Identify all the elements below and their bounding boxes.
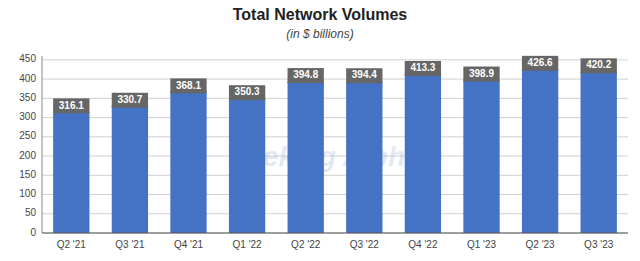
x-tick-label: Q3 '21	[115, 239, 145, 250]
data-label-box	[288, 68, 324, 83]
x-tick-label: Q2 '23	[526, 239, 556, 250]
data-label-box	[170, 78, 206, 93]
chart-container: Total Network Volumes (in $ billions) 0 50 1…	[0, 0, 640, 261]
data-label-box	[581, 58, 617, 73]
x-axis-line	[42, 232, 628, 233]
y-tick-label: 450	[19, 53, 36, 64]
subtitle: (in $ billions)	[286, 27, 353, 41]
title: Total Network Volumes	[233, 6, 408, 23]
x-axis: Q2 '21 Q3 '21 Q4 '21 Q1 '22 Q2 '22 Q3 '22 Q4 '…	[42, 233, 628, 250]
y-tick-label: 200	[19, 150, 36, 161]
data-label: 394.8	[293, 69, 318, 80]
bars	[53, 69, 617, 233]
bar	[346, 81, 382, 233]
x-tick-label: Q4 '22	[408, 239, 438, 250]
data-label: 330.7	[117, 94, 142, 105]
data-label: 413.3	[410, 62, 435, 73]
y-tick-label: 300	[19, 111, 36, 122]
y-tick-label: 250	[19, 130, 36, 141]
bar	[405, 74, 441, 233]
data-label: 394.4	[352, 69, 377, 80]
y-tick-label: 100	[19, 188, 36, 199]
bar	[288, 81, 324, 233]
x-tick-label: Q4 '21	[174, 239, 204, 250]
data-label-box	[405, 61, 441, 76]
x-tick-label: Q1 '23	[467, 239, 497, 250]
x-tick-label: Q3 '22	[350, 239, 380, 250]
bar	[112, 106, 148, 233]
data-label-box	[346, 68, 382, 83]
bar	[463, 80, 499, 233]
y-tick-label: 150	[19, 169, 36, 180]
y-axis: 0 50 100 150 200 250 300 350 400 450	[19, 53, 42, 237]
bar	[53, 111, 89, 233]
data-label: 426.6	[528, 57, 553, 68]
bar	[170, 91, 206, 233]
y-tick-label: 400	[19, 73, 36, 84]
data-label-box	[53, 98, 89, 113]
x-tick-label: Q1 '22	[233, 239, 263, 250]
x-tick-label: Q3 '23	[584, 239, 614, 250]
data-label-box	[463, 67, 499, 82]
bar	[229, 98, 265, 233]
y-axis-line	[42, 56, 43, 233]
grid	[42, 60, 628, 233]
chart-svg: Total Network Volumes (in $ billions) 0 50 1…	[0, 0, 640, 261]
data-label: 420.2	[586, 59, 611, 70]
data-label-box	[522, 56, 558, 71]
bar	[581, 71, 617, 233]
data-label: 398.9	[469, 68, 494, 79]
data-label: 368.1	[176, 80, 201, 91]
bar	[522, 69, 558, 233]
data-label-box	[229, 85, 265, 100]
x-tick-label: Q2 '22	[291, 239, 321, 250]
y-tick-label: 350	[19, 92, 36, 103]
data-label: 316.1	[59, 100, 84, 111]
data-labels: 316.1 330.7 368.1 350.3 394.8 394.4 413.3 398.9…	[53, 56, 617, 114]
data-label: 350.3	[235, 86, 260, 97]
data-label-box	[112, 93, 148, 108]
y-tick-label: 0	[30, 227, 36, 238]
grid-line	[42, 233, 628, 234]
x-tick-label: Q2 '21	[57, 239, 87, 250]
y-tick-label: 50	[25, 207, 37, 218]
